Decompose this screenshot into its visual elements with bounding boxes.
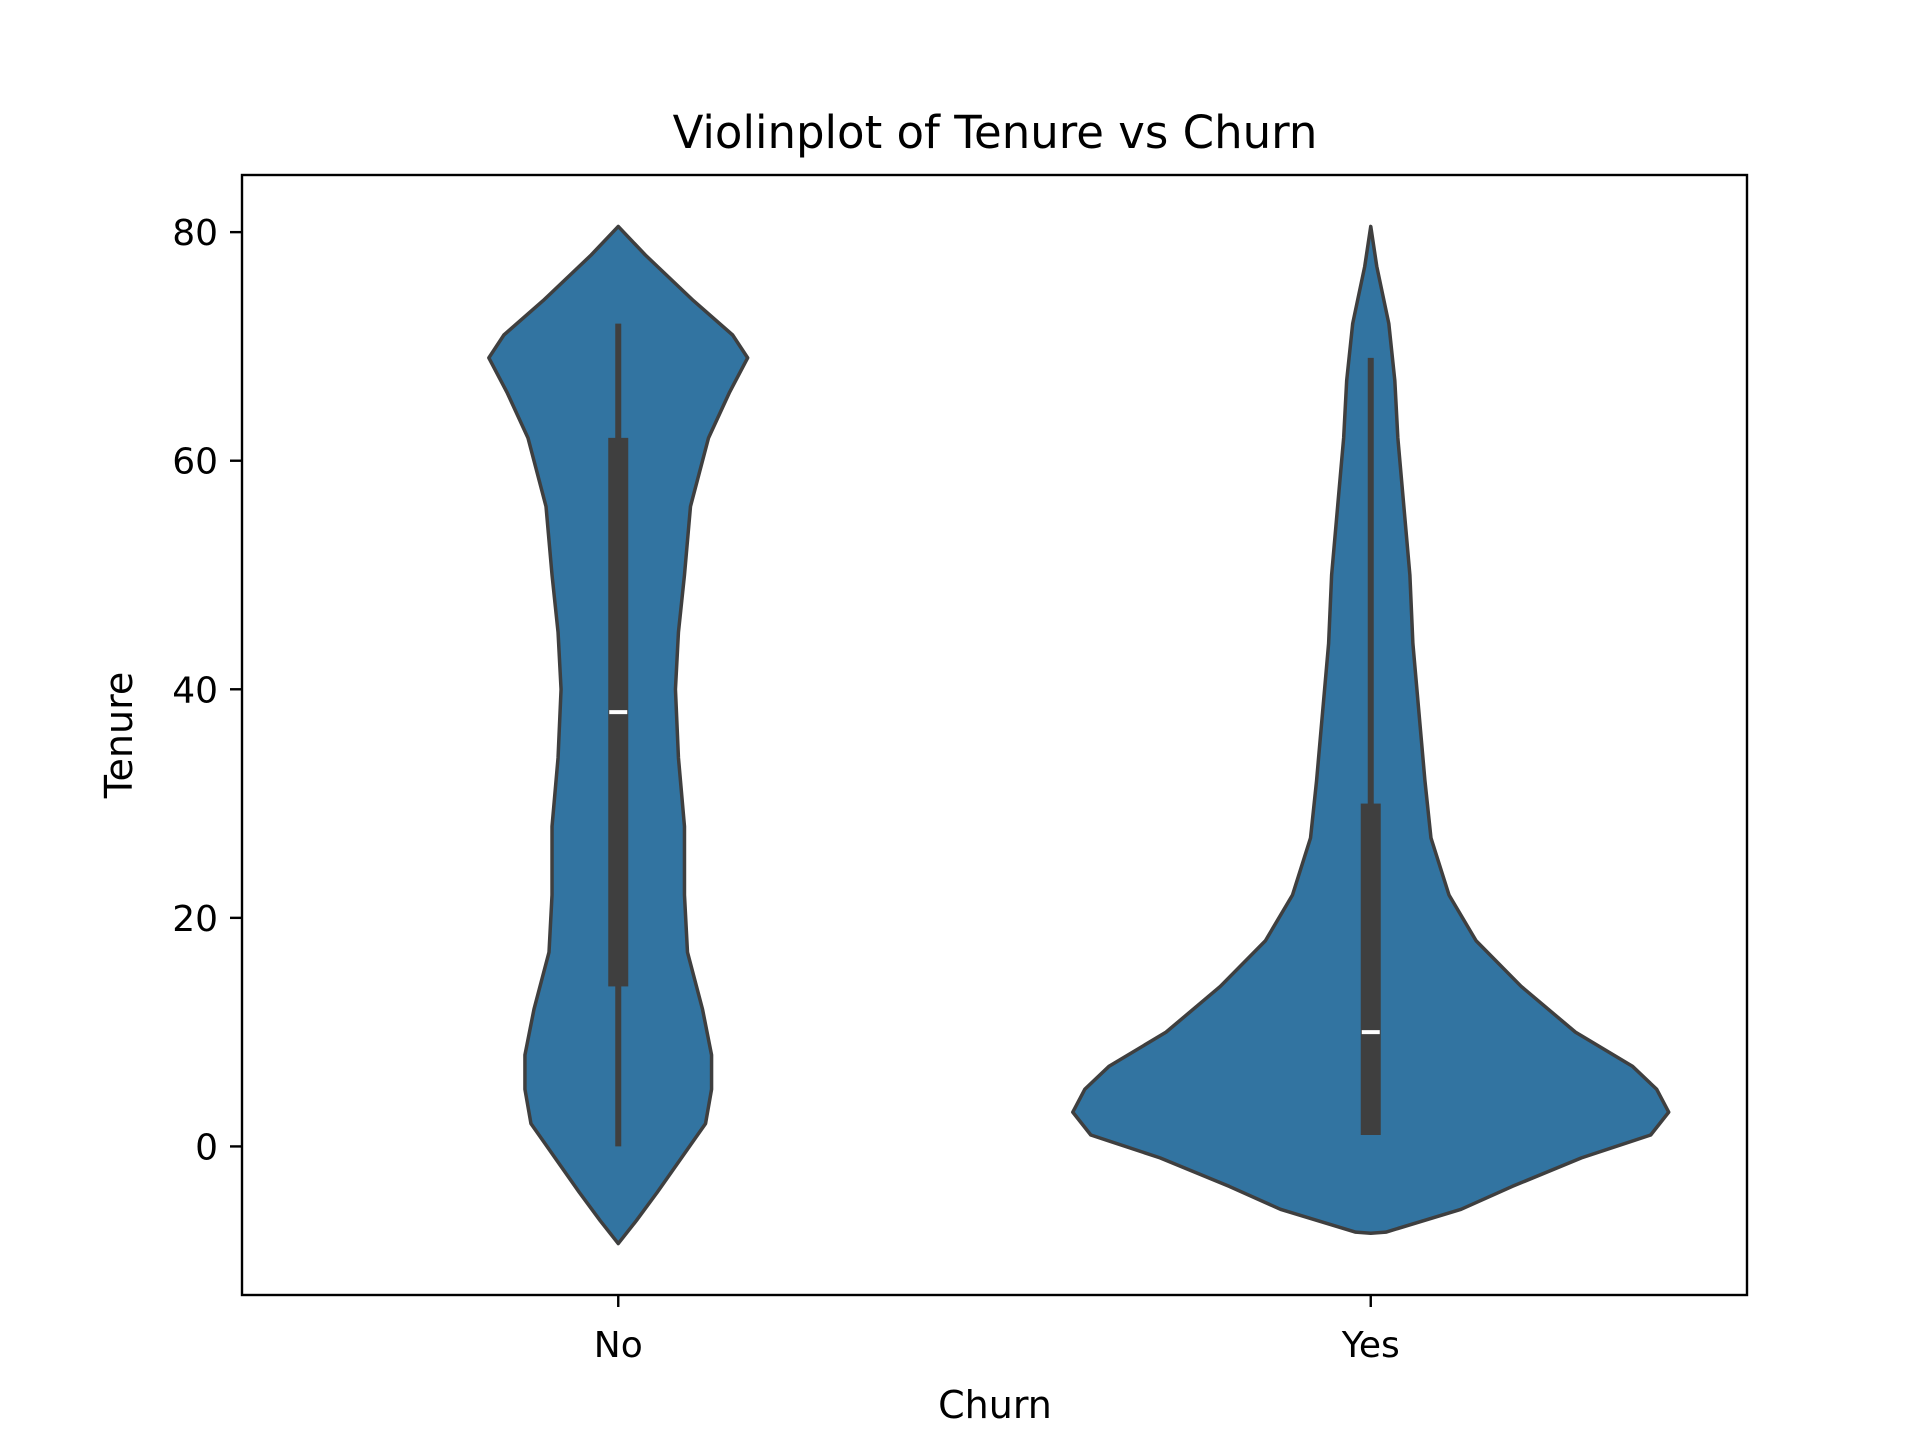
iqr-box-yes — [1360, 803, 1381, 1135]
y-axis-label: Tenure — [97, 672, 141, 799]
y-tick-label: 40 — [172, 670, 218, 711]
y-axis: 0 20 40 60 80 — [172, 213, 242, 1168]
y-tick-label: 60 — [172, 442, 218, 483]
y-tick-label: 80 — [172, 213, 218, 254]
violin-yes — [1071, 224, 1671, 1236]
x-axis-label: Churn — [938, 1383, 1052, 1427]
x-tick-label-yes: Yes — [1341, 1325, 1400, 1366]
x-tick-label-no: No — [594, 1325, 643, 1366]
axes-frame — [240, 173, 1749, 1297]
chart-title: Violinplot of Tenure vs Churn — [673, 106, 1318, 159]
plot-area — [487, 224, 1671, 1246]
y-tick-label: 0 — [195, 1127, 218, 1168]
x-axis: No Yes — [594, 1295, 1400, 1366]
y-tick-label: 20 — [172, 899, 218, 940]
violin-no — [487, 224, 750, 1246]
